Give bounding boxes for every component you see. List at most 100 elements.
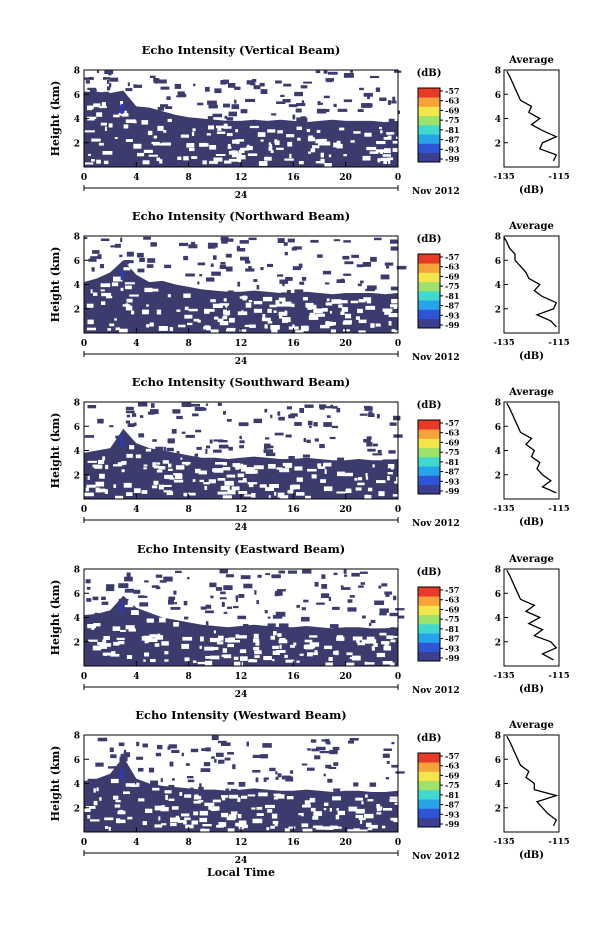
- echo-cell: [164, 651, 169, 655]
- average-frame: [503, 69, 560, 168]
- echo-cell: [209, 145, 217, 150]
- echo-cell: [326, 298, 330, 302]
- y-tick-label: 8: [74, 233, 80, 243]
- echo-cell: [335, 650, 339, 656]
- x-tick-label: 0: [395, 505, 401, 515]
- colorbar-tick-label: -75: [445, 447, 459, 457]
- echo-cell: [194, 453, 198, 457]
- echo-cell: [175, 815, 180, 819]
- average-profile-line: [503, 236, 558, 328]
- colorbar-segment: [418, 309, 440, 320]
- echo-cell: [335, 814, 340, 820]
- echo-cell: [87, 460, 97, 463]
- echo-cell: [324, 469, 327, 474]
- echo-cell: [287, 490, 294, 494]
- echo-cell: [95, 487, 100, 493]
- echo-cell: [247, 467, 255, 470]
- echo-cell: [298, 161, 304, 165]
- echo-cell: [239, 440, 245, 444]
- echo-cell: [387, 135, 392, 140]
- echo-cell: [99, 473, 105, 479]
- echo-cell: [253, 301, 263, 305]
- echo-cell: [198, 470, 207, 475]
- echo-cell: [319, 751, 330, 754]
- echo-cell: [381, 641, 390, 645]
- echo-cell: [276, 650, 286, 653]
- echo-cell: [209, 637, 219, 643]
- echo-cell: [193, 811, 199, 816]
- echo-cell: [294, 466, 303, 471]
- echo-cell: [364, 406, 373, 411]
- echo-cell: [377, 449, 382, 454]
- echo-cell: [221, 795, 229, 798]
- echo-cell: [309, 425, 312, 429]
- echo-cell: [258, 792, 268, 797]
- echo-cell: [182, 636, 193, 641]
- echo-cell: [376, 414, 380, 419]
- echo-cell: [326, 741, 331, 745]
- echo-cell: [326, 406, 334, 409]
- echo-cell: [136, 741, 140, 747]
- echo-cell: [360, 819, 363, 824]
- echo-cell: [109, 747, 114, 753]
- echo-cell: [93, 292, 98, 296]
- echo-cell: [127, 816, 133, 820]
- echo-cell: [166, 447, 174, 452]
- average-y-tick-label: 8: [495, 732, 501, 742]
- echo-cell: [243, 624, 249, 629]
- average-y-tick-label: 8: [495, 67, 501, 77]
- echo-cell: [369, 151, 379, 154]
- echo-cell: [351, 655, 361, 661]
- echo-cell: [379, 97, 387, 101]
- colorbar-tick-label: -81: [445, 624, 459, 634]
- echo-cell: [107, 328, 111, 331]
- echo-cell: [336, 144, 343, 149]
- average-x-tick-label: -115: [548, 338, 569, 348]
- echo-cell: [369, 824, 378, 829]
- echo-cell: [150, 403, 155, 408]
- average-y-tick-label: 6: [495, 590, 501, 600]
- echo-cell: [275, 80, 282, 84]
- echo-cell: [386, 635, 394, 639]
- average-x-tick-label: -135: [493, 837, 514, 847]
- echo-cell: [305, 302, 314, 308]
- echo-cell: [197, 102, 204, 106]
- echo-cell: [108, 123, 113, 128]
- echo-cell: [159, 580, 167, 583]
- panel-title: Echo Intensity (Westward Beam): [135, 708, 346, 722]
- echo-cell: [233, 465, 242, 468]
- echo-cell: [219, 264, 226, 269]
- echo-cell: [119, 254, 123, 258]
- echo-cell: [252, 79, 257, 83]
- colorbar-segment: [418, 780, 440, 791]
- echo-cell: [327, 778, 333, 783]
- echo-cell: [343, 273, 352, 276]
- x-axis-label: Local Time: [207, 866, 275, 879]
- echo-cell: [343, 240, 351, 243]
- colorbar-segment: [418, 429, 440, 439]
- echo-cell: [239, 240, 249, 244]
- echo-cell: [332, 606, 340, 610]
- echo-cell: [227, 639, 231, 643]
- echo-cell: [225, 238, 234, 242]
- echo-cell: [256, 600, 259, 604]
- echo-cell: [390, 304, 398, 308]
- average-profile-line: [506, 70, 558, 162]
- echo-cell: [92, 645, 102, 651]
- echo-cell: [223, 103, 230, 108]
- echo-cell: [209, 160, 218, 164]
- echo-cell: [86, 303, 94, 308]
- echo-cell: [156, 462, 161, 465]
- echo-cell: [337, 108, 348, 112]
- echo-cell: [143, 467, 147, 470]
- echo-cell: [197, 407, 207, 411]
- echo-cell: [227, 606, 232, 609]
- echo-cell: [226, 419, 232, 422]
- y-tick-label: 8: [74, 399, 80, 409]
- echo-cell: [210, 647, 219, 650]
- echo-cell: [240, 147, 249, 151]
- echo-cell: [183, 255, 189, 261]
- echo-cell: [187, 779, 195, 783]
- echo-cell: [213, 157, 223, 162]
